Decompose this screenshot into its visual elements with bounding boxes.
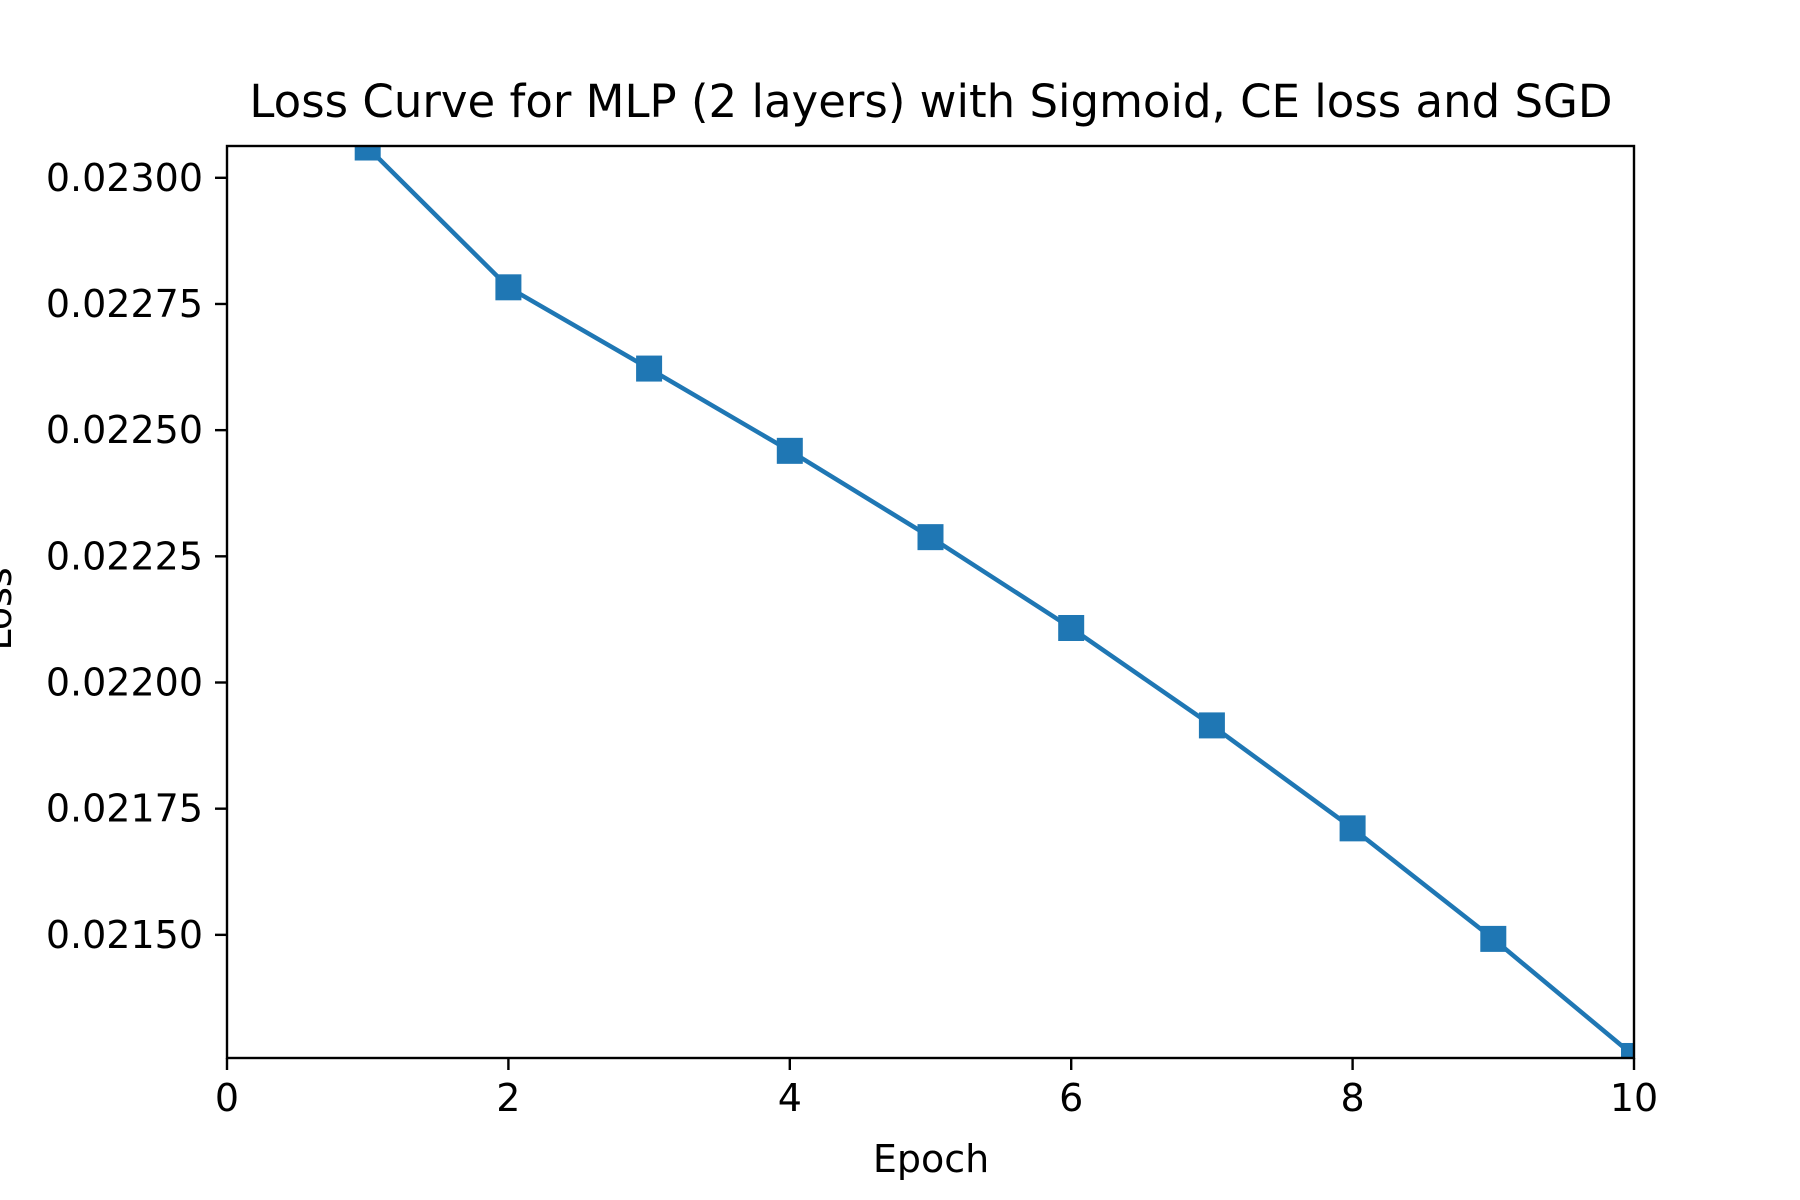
x-tick-label: 2 — [496, 1076, 520, 1120]
series-layer — [354, 146, 1634, 1058]
y-axis-title: Loss — [0, 567, 20, 650]
chart-title: Loss Curve for MLP (2 layers) with Sigmo… — [249, 75, 1612, 128]
y-tick-label: 0.02250 — [46, 408, 203, 452]
x-tick-label: 4 — [778, 1076, 802, 1120]
data-point-marker — [354, 146, 381, 161]
data-point-marker — [917, 524, 944, 551]
data-point-marker — [1480, 925, 1507, 952]
y-tick-label: 0.02300 — [46, 156, 203, 200]
data-point-marker — [776, 437, 803, 464]
y-tick-label: 0.02175 — [46, 787, 203, 831]
x-tick-label: 0 — [215, 1076, 239, 1120]
data-point-marker — [1058, 614, 1085, 641]
x-tick-label: 8 — [1341, 1076, 1365, 1120]
y-tick-label: 0.02150 — [46, 913, 203, 957]
data-point-marker — [1621, 1042, 1634, 1058]
y-tick-label: 0.02200 — [46, 661, 203, 705]
data-point-marker — [636, 355, 663, 382]
data-point-marker — [1198, 712, 1225, 739]
plot-area-frame — [225, 144, 1636, 1060]
x-axis-ticks: 0 2 4 6 8 10 — [215, 1058, 1658, 1120]
x-axis-title: Epoch — [873, 1137, 989, 1181]
y-axis-ticks: 0.02150 0.02175 0.02200 0.02225 0.02250 0.022… — [46, 156, 227, 957]
data-point-marker — [495, 274, 522, 301]
series-line — [364, 146, 1634, 1058]
y-tick-label: 0.02275 — [46, 282, 203, 326]
x-tick-label: 6 — [1059, 1076, 1083, 1120]
x-tick-label: 10 — [1610, 1076, 1658, 1120]
y-tick-label: 0.02225 — [46, 534, 203, 578]
data-point-marker — [1339, 815, 1366, 842]
